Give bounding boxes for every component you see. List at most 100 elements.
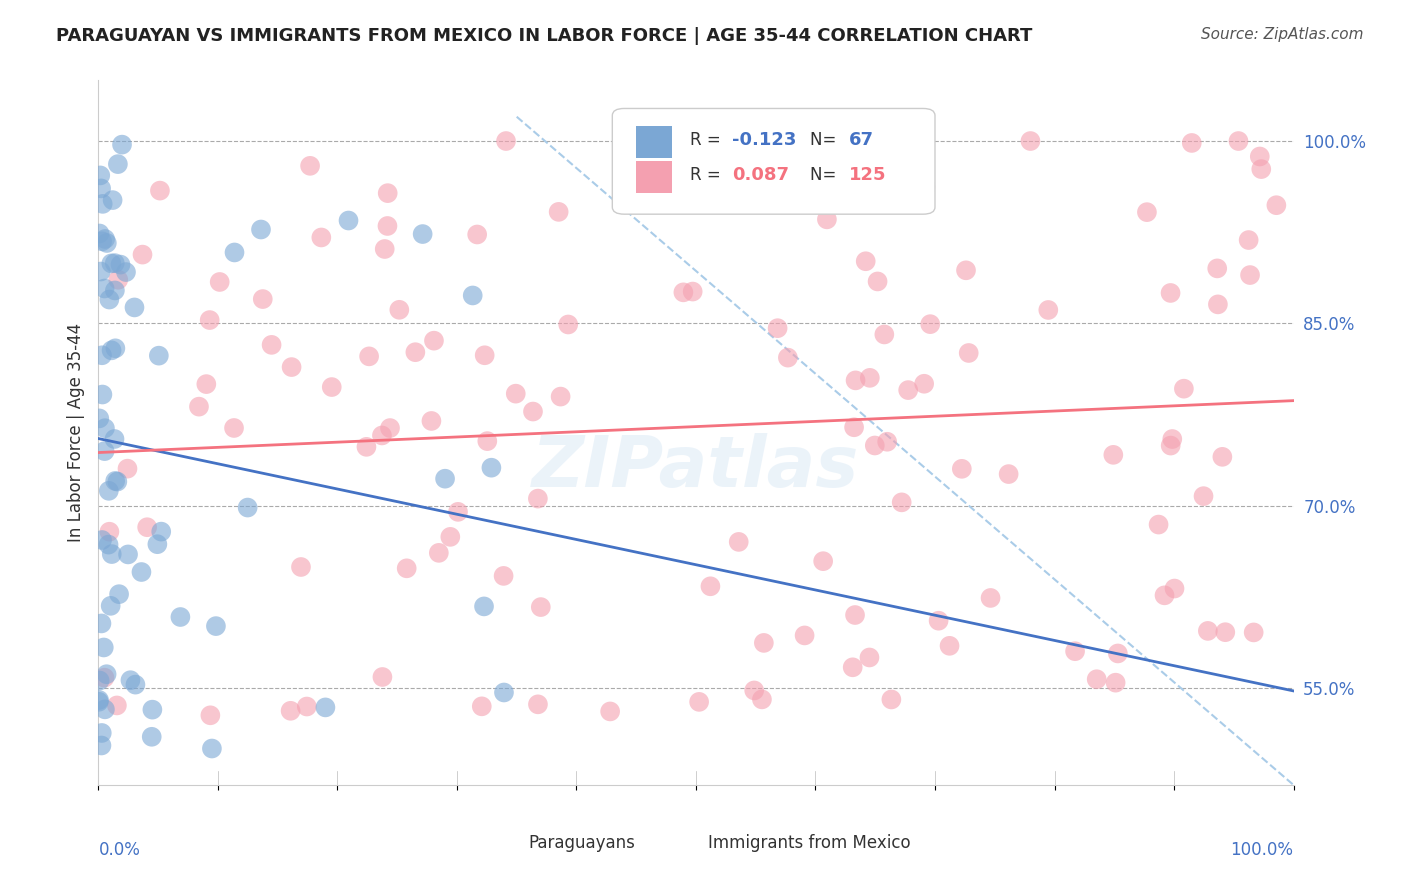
Point xyxy=(1206,297,1229,311)
Point xyxy=(90,739,112,753)
Point xyxy=(682,285,704,299)
Point xyxy=(1147,517,1170,532)
Point xyxy=(855,254,877,268)
Point xyxy=(131,565,153,579)
Point xyxy=(776,351,799,365)
Point xyxy=(290,560,312,574)
Point xyxy=(527,491,550,506)
Text: 125: 125 xyxy=(849,167,886,185)
Point xyxy=(356,440,378,454)
Point xyxy=(91,197,114,211)
Point xyxy=(91,533,114,547)
Point xyxy=(472,599,495,614)
Point xyxy=(492,685,515,699)
Point xyxy=(100,343,122,358)
Point xyxy=(1249,149,1271,163)
Point xyxy=(280,704,302,718)
Point xyxy=(208,275,231,289)
Point xyxy=(371,428,394,442)
Text: N=: N= xyxy=(810,131,841,149)
Text: PARAGUAYAN VS IMMIGRANTS FROM MEXICO IN LABOR FORCE | AGE 35-44 CORRELATION CHAR: PARAGUAYAN VS IMMIGRANTS FROM MEXICO IN … xyxy=(56,27,1032,45)
Point xyxy=(1206,261,1229,276)
Point xyxy=(108,587,131,601)
Point xyxy=(89,169,111,183)
Point xyxy=(94,421,117,435)
Point xyxy=(104,284,127,298)
Point xyxy=(91,235,114,249)
Point xyxy=(188,400,211,414)
Point xyxy=(93,640,115,655)
Point xyxy=(337,213,360,227)
Point xyxy=(200,708,222,723)
Point xyxy=(769,174,792,188)
Bar xyxy=(637,126,672,158)
Point xyxy=(146,537,169,551)
Point xyxy=(477,434,499,449)
Point xyxy=(880,692,903,706)
Point xyxy=(557,318,579,332)
Bar xyxy=(637,161,672,193)
Point xyxy=(104,341,127,355)
Point xyxy=(1265,198,1288,212)
Point xyxy=(110,258,132,272)
Point xyxy=(866,275,889,289)
Text: R =: R = xyxy=(690,131,725,149)
Point xyxy=(1250,162,1272,177)
Point xyxy=(439,530,461,544)
Point xyxy=(676,140,699,154)
Point xyxy=(90,264,112,278)
Point xyxy=(93,281,115,295)
Point xyxy=(117,548,139,562)
Point xyxy=(195,377,218,392)
Point xyxy=(89,411,111,425)
Point xyxy=(742,683,765,698)
Point xyxy=(1085,672,1108,686)
Point xyxy=(149,184,172,198)
Point xyxy=(299,159,322,173)
Point xyxy=(280,360,302,375)
Point xyxy=(378,421,401,435)
Point xyxy=(321,380,343,394)
Point xyxy=(530,600,553,615)
Point xyxy=(527,698,550,712)
Point xyxy=(890,495,912,509)
Text: Source: ZipAtlas.com: Source: ZipAtlas.com xyxy=(1201,27,1364,42)
Point xyxy=(97,538,120,552)
Point xyxy=(1173,382,1195,396)
Point xyxy=(93,444,115,458)
Text: 0.0%: 0.0% xyxy=(98,841,141,859)
Point xyxy=(495,134,517,148)
Point xyxy=(224,245,246,260)
Point xyxy=(793,628,815,642)
Point xyxy=(842,420,865,434)
Point xyxy=(1064,644,1087,658)
Point xyxy=(858,650,880,665)
Point xyxy=(1197,624,1219,638)
Text: 0.087: 0.087 xyxy=(733,167,789,185)
Point xyxy=(1102,448,1125,462)
Point xyxy=(844,607,866,622)
Point xyxy=(169,610,191,624)
Point xyxy=(104,256,127,270)
Bar xyxy=(672,830,702,855)
Point xyxy=(371,670,394,684)
Point xyxy=(120,673,142,688)
Point xyxy=(131,247,153,261)
Point xyxy=(845,373,868,387)
Text: 100.0%: 100.0% xyxy=(1230,841,1294,859)
Point xyxy=(1211,450,1233,464)
Point xyxy=(359,350,381,364)
Point xyxy=(101,193,124,207)
Point xyxy=(98,524,121,539)
Point xyxy=(420,414,443,428)
Point xyxy=(222,421,245,435)
Point xyxy=(980,591,1002,605)
Text: R =: R = xyxy=(690,167,725,185)
Point xyxy=(727,535,749,549)
Point xyxy=(928,614,950,628)
Point xyxy=(100,547,122,561)
Point xyxy=(374,242,396,256)
Point xyxy=(90,726,112,740)
Point xyxy=(98,293,121,307)
Point xyxy=(505,386,527,401)
